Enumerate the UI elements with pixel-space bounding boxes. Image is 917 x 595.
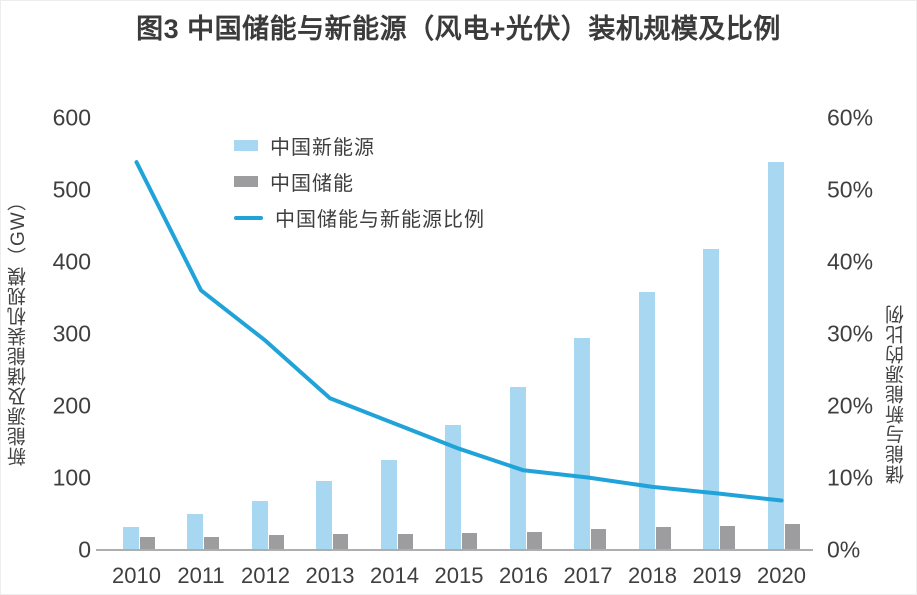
bar-new-energy-2018 xyxy=(638,291,655,550)
left-axis-tick: 0 xyxy=(78,536,91,562)
bar-new-energy-2019 xyxy=(703,248,719,550)
bar-new-energy-2011 xyxy=(187,514,203,550)
bar-storage-2018 xyxy=(655,527,671,550)
bar-storage-2013 xyxy=(333,534,348,550)
bar-storage-2015 xyxy=(462,532,477,550)
chart-title: 图3 中国储能与新能源（风电+光伏）装机规模及比例 xyxy=(136,14,781,44)
x-axis-label: 2015 xyxy=(434,563,484,588)
x-axis-label: 2013 xyxy=(305,563,355,588)
legend-item-storage: 中国储能 xyxy=(234,170,485,195)
bar-new-energy-2012 xyxy=(251,500,268,550)
x-axis-label: 2017 xyxy=(563,563,613,588)
bar-storage-2011 xyxy=(204,536,219,550)
right-axis-tick: 30% xyxy=(827,320,874,346)
right-axis-tick: 50% xyxy=(827,176,874,202)
x-axis-label: 2010 xyxy=(112,563,161,588)
x-axis-line xyxy=(96,549,813,551)
bar-storage-2010 xyxy=(139,537,155,550)
x-axis-label: 2020 xyxy=(757,563,806,588)
left-axis-tick: 500 xyxy=(52,176,91,202)
x-axis-label: 2018 xyxy=(628,563,677,588)
legend-label: 中国新能源 xyxy=(270,137,375,159)
bar-storage-2012 xyxy=(268,535,284,550)
bar-storage-2017 xyxy=(591,528,606,550)
legend-item-new-energy: 中国新能源 xyxy=(234,134,485,159)
right-axis-tick: 60% xyxy=(827,104,874,130)
x-axis-label: 2019 xyxy=(692,563,742,588)
right-axis-tick: 0% xyxy=(827,536,861,562)
right-axis-tick: 40% xyxy=(827,248,874,274)
left-axis-tick: 300 xyxy=(52,320,91,346)
bar-new-energy-2016 xyxy=(509,386,526,550)
x-axis-label: 2014 xyxy=(370,563,419,588)
x-axis-label: 2012 xyxy=(241,563,290,588)
bar-storage-2019 xyxy=(720,526,735,550)
bar-new-energy-2020 xyxy=(767,162,784,550)
bar-new-energy-2013 xyxy=(316,481,332,550)
bar-storage-2014 xyxy=(397,533,413,550)
right-axis-tick: 20% xyxy=(827,392,874,418)
bar-storage-2020 xyxy=(784,523,800,550)
x-axis-label: 2011 xyxy=(177,563,225,588)
legend: 中国新能源 中国储能 中国储能与新能源比例 xyxy=(234,134,485,231)
right-axis-tick: 10% xyxy=(827,464,874,490)
storage-swatch-icon xyxy=(234,176,258,187)
left-axis-tick: 100 xyxy=(52,464,91,490)
legend-label: 中国储能 xyxy=(270,173,354,195)
new-energy-swatch-icon xyxy=(234,140,258,151)
bar-storage-2016 xyxy=(526,532,542,550)
x-axis-label: 2016 xyxy=(499,563,548,588)
ratio-line-swatch-icon xyxy=(234,215,263,220)
bar-new-energy-2010 xyxy=(122,527,139,550)
legend-label: 中国储能与新能源比例 xyxy=(275,209,485,231)
bar-new-energy-2017 xyxy=(574,337,590,550)
bar-new-energy-2014 xyxy=(380,460,397,550)
left-axis-tick: 600 xyxy=(52,104,91,130)
legend-item-ratio: 中国储能与新能源比例 xyxy=(234,206,485,231)
left-axis-tick: 200 xyxy=(52,392,91,418)
bar-new-energy-2015 xyxy=(445,424,461,550)
left-axis-tick: 400 xyxy=(52,248,91,274)
